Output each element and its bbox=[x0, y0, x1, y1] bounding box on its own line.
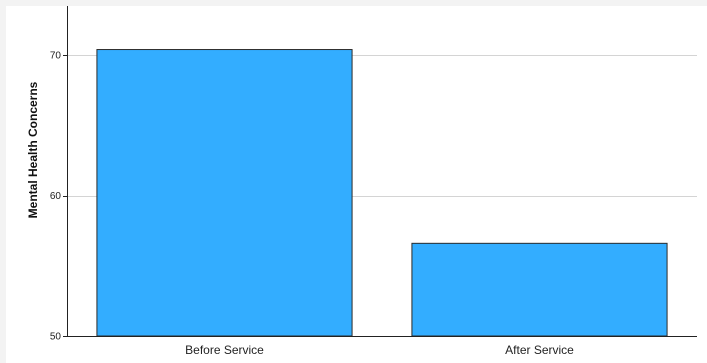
x-tick-label-0: Before Service bbox=[185, 343, 264, 357]
y-tick-label-70: 70 bbox=[50, 51, 62, 62]
bar-0 bbox=[96, 49, 353, 337]
axes bbox=[67, 6, 697, 337]
bars bbox=[96, 49, 668, 337]
bar-1 bbox=[411, 242, 668, 337]
y-axis-title: Mental Health Concerns bbox=[26, 81, 40, 218]
y-tick-labels: 50 60 70 bbox=[50, 51, 67, 343]
x-tick-label-1: After Service bbox=[505, 343, 574, 357]
y-tick-label-50: 50 bbox=[50, 332, 62, 343]
y-tick-label-60: 60 bbox=[50, 191, 62, 202]
x-tick-labels: Before Service After Service bbox=[185, 343, 574, 357]
